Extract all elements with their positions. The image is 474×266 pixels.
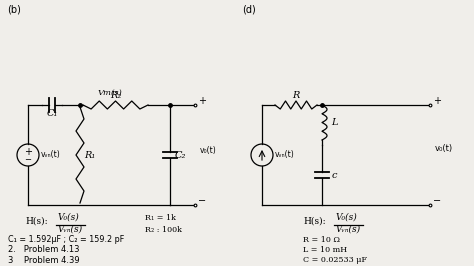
- Text: H(s):: H(s):: [303, 217, 326, 226]
- Text: R: R: [292, 92, 300, 101]
- Text: Vᵥₙ(s): Vᵥₙ(s): [58, 225, 83, 234]
- Text: C₁ = 1.592μF ; C₂ = 159.2 pF: C₁ = 1.592μF ; C₂ = 159.2 pF: [8, 235, 124, 244]
- Text: −: −: [198, 196, 206, 206]
- Text: C₁: C₁: [46, 110, 58, 118]
- Text: 2.   Problem 4.13: 2. Problem 4.13: [8, 245, 80, 254]
- Text: −: −: [433, 196, 441, 206]
- Text: v₀(t): v₀(t): [435, 144, 453, 153]
- Text: +: +: [433, 96, 441, 106]
- Text: V₀(s): V₀(s): [58, 213, 80, 222]
- Text: +: +: [24, 147, 32, 157]
- Text: v₀(t): v₀(t): [200, 146, 217, 155]
- Text: +: +: [198, 96, 206, 106]
- Text: C₂: C₂: [174, 151, 186, 160]
- Text: R₁: R₁: [84, 151, 96, 160]
- Text: vᵥₙ(t): vᵥₙ(t): [275, 151, 295, 160]
- Text: −: −: [25, 156, 31, 164]
- Text: C = 0.02533 μF: C = 0.02533 μF: [303, 256, 367, 264]
- Text: R₂: R₂: [110, 92, 121, 101]
- Text: Vᵥₙ(s): Vᵥₙ(s): [336, 225, 361, 234]
- Text: Vm(s): Vm(s): [98, 89, 122, 97]
- Text: c: c: [331, 171, 337, 180]
- Text: L = 10 mH: L = 10 mH: [303, 246, 347, 254]
- Text: V₀(s): V₀(s): [336, 213, 358, 222]
- Text: L: L: [331, 118, 337, 127]
- Text: R₁ = 1k: R₁ = 1k: [145, 214, 176, 222]
- Text: H(s):: H(s):: [25, 217, 47, 226]
- Text: (b): (b): [7, 5, 21, 15]
- Text: vᵥₙ(t): vᵥₙ(t): [41, 151, 61, 160]
- Text: R = 10 Ω: R = 10 Ω: [303, 236, 340, 244]
- Text: 3    Problem 4.39: 3 Problem 4.39: [8, 256, 80, 265]
- Text: (d): (d): [242, 5, 256, 15]
- Text: R₂ : 100k: R₂ : 100k: [145, 226, 182, 234]
